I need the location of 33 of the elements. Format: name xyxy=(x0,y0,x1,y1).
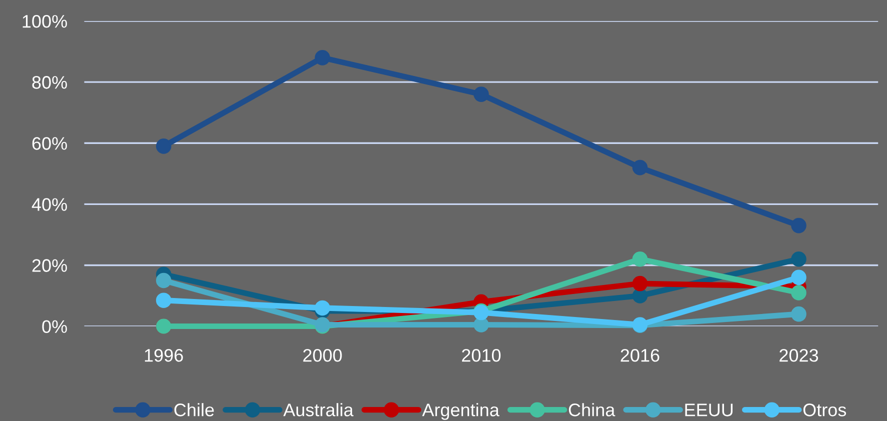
point xyxy=(474,317,489,332)
point xyxy=(632,160,648,176)
point xyxy=(156,292,172,308)
x-tick-label: 2010 xyxy=(462,348,501,362)
y-tick-label: 0% xyxy=(42,320,67,333)
point xyxy=(314,50,330,66)
point xyxy=(791,285,806,300)
point xyxy=(632,251,648,267)
point xyxy=(156,138,172,154)
x-tick-label: 1996 xyxy=(144,348,183,362)
point xyxy=(632,288,648,304)
point xyxy=(791,306,806,322)
x-tick-label: 2016 xyxy=(620,348,660,362)
legend-label: Australia xyxy=(283,403,354,416)
point xyxy=(156,272,172,288)
point xyxy=(791,218,806,234)
y-tick-label: 40% xyxy=(32,198,67,211)
legend-label: Chile xyxy=(174,403,214,416)
x-tick-label: 2000 xyxy=(303,348,342,362)
x-tick-label: 2023 xyxy=(780,348,818,362)
legend-label: Otros xyxy=(803,404,846,416)
legend-label: China xyxy=(568,403,616,416)
point xyxy=(632,276,648,292)
y-tick-label: 20% xyxy=(32,259,67,272)
legend-label: Argentina xyxy=(422,403,500,420)
point xyxy=(314,300,330,316)
y-tick-label: 100% xyxy=(22,14,67,28)
point xyxy=(791,251,806,267)
point xyxy=(791,270,806,286)
point xyxy=(474,86,489,102)
y-tick-label: 60% xyxy=(32,137,67,150)
y-tick-label: 80% xyxy=(32,76,67,89)
legend-label: EEUU xyxy=(685,404,733,416)
